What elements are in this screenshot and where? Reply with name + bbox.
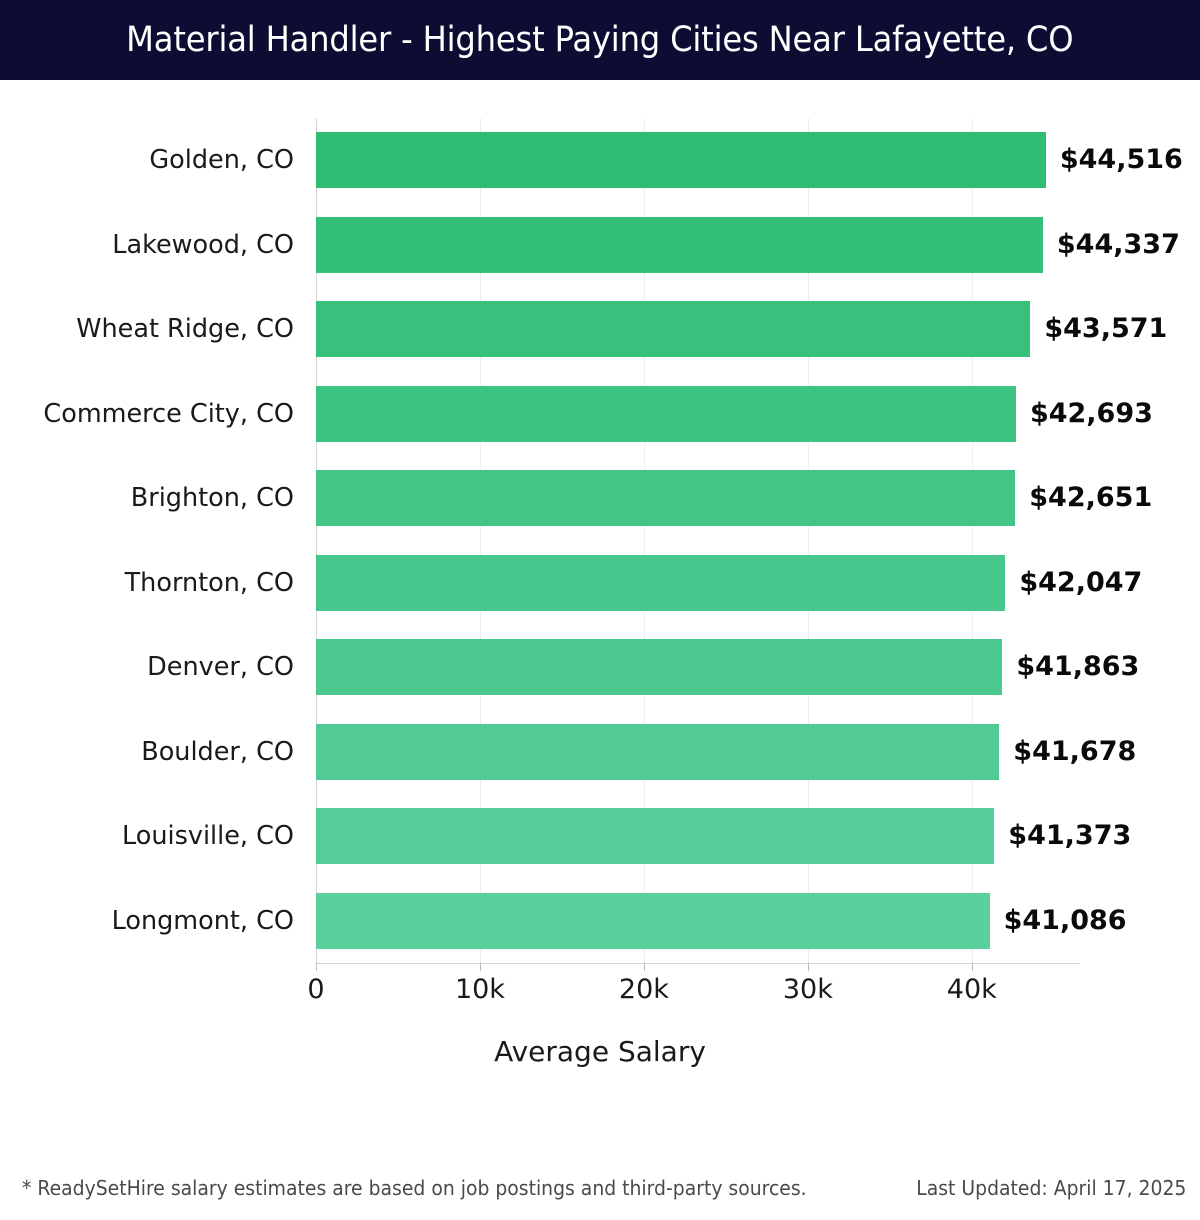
bar[interactable] — [316, 470, 1016, 527]
bar-value-label: $41,373 — [1008, 820, 1132, 852]
bar[interactable] — [316, 301, 1031, 358]
bar-row: Commerce City, CO $42,693 — [43, 385, 1153, 442]
x-tick-mark — [971, 963, 973, 971]
x-axis-title: Average Salary — [494, 1035, 706, 1068]
x-tick-mark — [479, 963, 481, 971]
x-tick-label: 40k — [946, 974, 997, 1005]
y-axis-line — [316, 118, 317, 963]
category-label: Thornton, CO — [124, 567, 294, 598]
bar-value-label: $44,516 — [1059, 144, 1183, 176]
bar[interactable] — [316, 216, 1043, 273]
x-tick-mark — [643, 963, 645, 971]
bar-row: Lakewood, CO $44,337 — [112, 216, 1180, 273]
category-label: Boulder, CO — [141, 736, 294, 767]
page-title: Material Handler - Highest Paying Cities… — [126, 20, 1074, 60]
chart-footer: * ReadySetHire salary estimates are base… — [0, 1176, 1200, 1220]
x-tick-mark — [316, 963, 317, 971]
bar[interactable] — [316, 808, 995, 865]
gridline — [971, 118, 973, 963]
x-axis-line — [316, 963, 1080, 964]
bar[interactable] — [316, 892, 990, 949]
footer-disclaimer: * ReadySetHire salary estimates are base… — [22, 1176, 807, 1200]
category-label: Golden, CO — [149, 145, 294, 176]
category-label: Commerce City, CO — [43, 398, 294, 429]
bar-row: Boulder, CO $41,678 — [141, 723, 1136, 780]
category-label: Louisville, CO — [121, 821, 294, 852]
bar-value-label: $41,678 — [1013, 735, 1137, 767]
bar[interactable] — [316, 639, 1003, 696]
x-tick-label: 10k — [454, 974, 505, 1005]
bar-row: Denver, CO $41,863 — [147, 639, 1139, 696]
chart-canvas: 0 10k 20k 30k 40k Golden, CO $44,516 Lakewood,… — [0, 80, 1200, 1200]
bar-value-label: $43,571 — [1044, 313, 1168, 345]
bar-value-label: $41,863 — [1016, 651, 1140, 683]
chart-title-bar: Material Handler - Highest Paying Cities… — [0, 0, 1200, 80]
category-label: Brighton, CO — [130, 483, 294, 514]
bar-row: Brighton, CO $42,651 — [131, 470, 1152, 527]
bar-value-label: $44,337 — [1056, 228, 1180, 260]
footer-last-updated: Last Updated: April 17, 2025 — [915, 1176, 1186, 1200]
category-label: Wheat Ridge, CO — [76, 314, 294, 345]
category-label: Longmont, CO — [111, 905, 294, 936]
bar-row: Thornton, CO $42,047 — [125, 554, 1142, 611]
bar[interactable] — [316, 723, 1000, 780]
x-tick-label: 0 — [307, 974, 325, 1005]
x-tick-label: 30k — [782, 974, 833, 1005]
bar[interactable] — [316, 132, 1046, 189]
bar[interactable] — [316, 385, 1016, 442]
category-label: Denver, CO — [147, 652, 294, 683]
bar-row: Wheat Ridge, CO $43,571 — [76, 301, 1167, 358]
bar-value-label: $42,693 — [1029, 397, 1153, 429]
plot-area: 0 10k 20k 30k 40k Golden, CO $44,516 Lakewood,… — [43, 118, 1183, 1005]
bar-value-label: $41,086 — [1003, 904, 1127, 936]
bar-row: Louisville, CO $41,373 — [122, 808, 1131, 865]
category-label: Lakewood, CO — [112, 229, 294, 260]
x-tick-mark — [807, 963, 809, 971]
bar-row: Golden, CO $44,516 — [149, 132, 1183, 189]
bar[interactable] — [316, 554, 1006, 611]
bar-value-label: $42,651 — [1029, 482, 1153, 514]
x-tick-label: 20k — [618, 974, 669, 1005]
gridline — [807, 118, 809, 963]
bar-row: Longmont, CO $41,086 — [112, 892, 1127, 949]
gridline — [479, 118, 481, 963]
bar-value-label: $42,047 — [1019, 566, 1143, 598]
gridline — [643, 118, 645, 963]
